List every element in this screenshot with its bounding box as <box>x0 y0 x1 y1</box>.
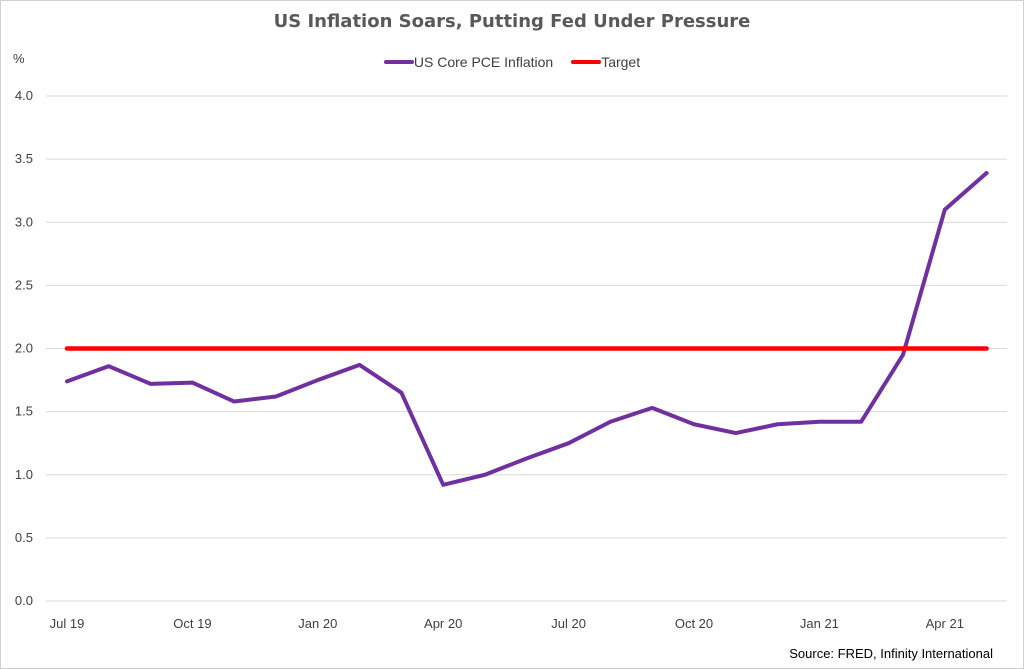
legend: US Core PCE Inflation Target <box>1 54 1023 70</box>
legend-swatch-target <box>571 60 602 64</box>
x-tick-label-3: Apr 20 <box>424 616 462 631</box>
legend-label-target: Target <box>601 54 641 70</box>
y-tick-label-6: 3.0 <box>15 214 33 229</box>
chart-title: US Inflation Soars, Putting Fed Under Pr… <box>273 11 751 32</box>
y-tick-label-5: 2.5 <box>15 277 33 292</box>
source-note: Source: FRED, Infinity International <box>789 646 993 661</box>
x-tick-label-6: Jan 21 <box>800 616 839 631</box>
x-tick-label-2: Jan 20 <box>298 616 337 631</box>
y-tick-label-7: 3.5 <box>15 151 33 166</box>
x-tick-label-0: Jul 19 <box>50 616 85 631</box>
y-axis-unit-label: % <box>13 51 25 66</box>
y-tick-label-2: 1.0 <box>15 467 33 482</box>
x-tick-label-5: Oct 20 <box>675 616 713 631</box>
x-tick-label-4: Jul 20 <box>551 616 586 631</box>
x-tick-label-7: Apr 21 <box>926 616 964 631</box>
legend-entry-core-pce: US Core PCE Inflation <box>383 54 554 70</box>
y-tick-label-4: 2.0 <box>15 341 33 356</box>
y-tick-label-0: 0.0 <box>15 593 33 608</box>
y-tick-label-1: 0.5 <box>15 530 33 545</box>
y-tick-label-3: 1.5 <box>15 404 33 419</box>
series-line-core-pce <box>65 171 989 487</box>
legend-swatch-core-pce <box>383 60 414 64</box>
x-tick-label-1: Oct 19 <box>173 616 211 631</box>
legend-entry-target: Target <box>571 54 640 70</box>
y-tick-label-8: 4.0 <box>15 88 33 103</box>
legend-label-core-pce: US Core PCE Inflation <box>413 54 554 70</box>
